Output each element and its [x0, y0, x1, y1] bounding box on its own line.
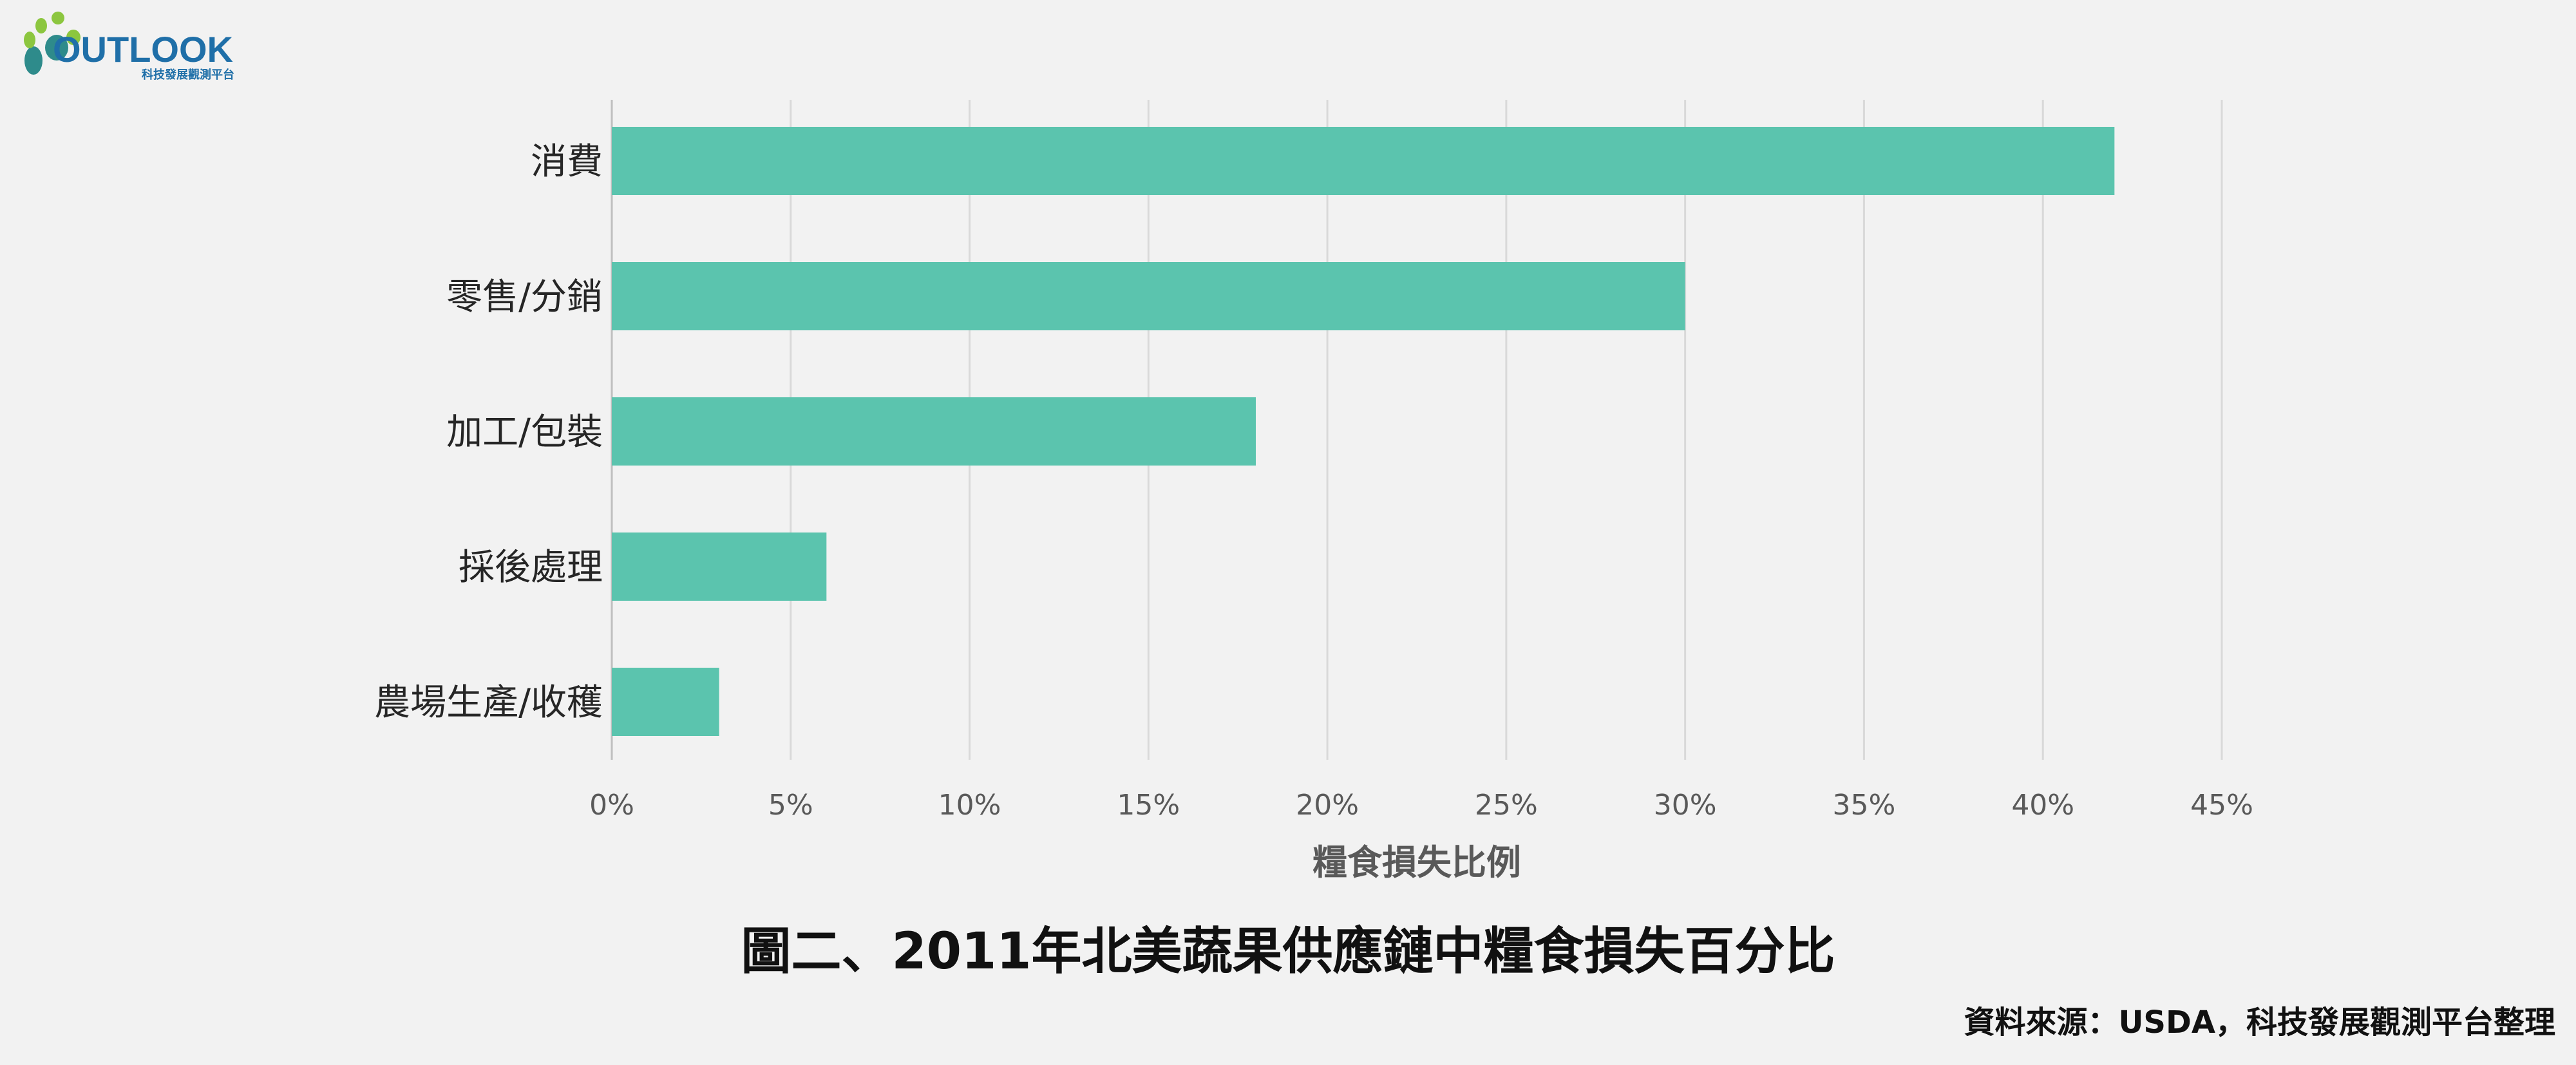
- category-label: 消費: [531, 141, 603, 183]
- x-tick-label: 15%: [1117, 789, 1180, 822]
- bar: [612, 127, 2115, 195]
- x-tick-label: 35%: [1833, 789, 1896, 822]
- outlook-logo: OUTLOOK 科技發展觀測平台: [24, 12, 234, 82]
- x-tick-label: 25%: [1475, 789, 1538, 822]
- category-label: 採後處理: [459, 547, 603, 589]
- x-tick-label: 5%: [768, 789, 813, 822]
- x-tick-label: 20%: [1296, 789, 1359, 822]
- category-label: 加工/包裝: [446, 411, 603, 453]
- source-note: 資料來源：USDA，科技發展觀測平台整理: [1964, 1004, 2555, 1041]
- x-tick-label: 30%: [1654, 789, 1717, 822]
- bar: [612, 397, 1256, 466]
- x-tick-labels: 0% 5% 10% 15% 20% 25% 30% 35% 40% 45%: [589, 789, 2253, 822]
- bars: [612, 127, 2115, 736]
- x-tick-label: 0%: [589, 789, 634, 822]
- bar: [612, 262, 1685, 330]
- x-tick-label: 10%: [938, 789, 1001, 822]
- logo-wordmark: OUTLOOK: [53, 29, 233, 70]
- category-label: 零售/分銷: [446, 276, 603, 318]
- logo-dots-icon: [24, 12, 80, 75]
- bar: [612, 668, 719, 736]
- logo-tagline: 科技發展觀測平台: [142, 68, 234, 82]
- figure-caption: 圖二、2011年北美蔬果供應鏈中糧食損失百分比: [741, 923, 1835, 981]
- x-tick-label: 40%: [2011, 789, 2074, 822]
- x-axis-title: 糧食損失比例: [1312, 842, 1521, 883]
- bar: [612, 532, 827, 601]
- category-label: 農場生產/收穫: [374, 682, 603, 724]
- x-tick-label: 45%: [2190, 789, 2253, 822]
